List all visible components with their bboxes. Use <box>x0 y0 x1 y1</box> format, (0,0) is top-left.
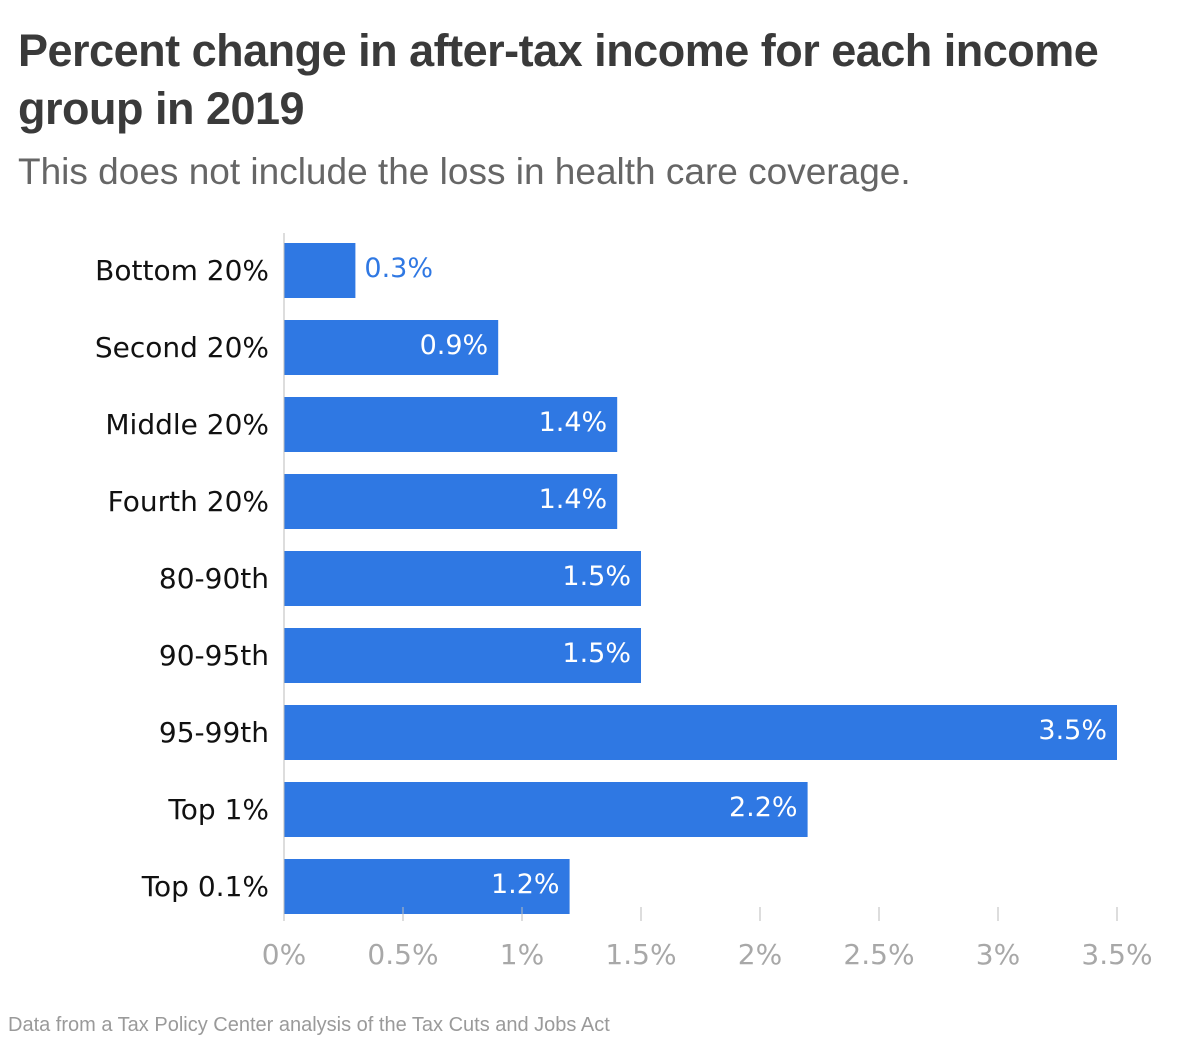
value-label: 1.5% <box>562 561 631 592</box>
category-label: 80-90th <box>159 562 269 595</box>
x-tick-label: 1.5% <box>605 938 676 971</box>
x-tick-label: 0% <box>262 938 306 971</box>
bar <box>284 320 499 375</box>
category-labels: Bottom 20% Second 20% Middle 20% Fourth 20%… <box>95 254 269 903</box>
category-label: 90-95th <box>159 639 269 672</box>
bar <box>284 628 641 683</box>
x-tick-label: 1% <box>500 938 544 971</box>
category-label: Fourth 20% <box>108 485 269 518</box>
bar <box>284 782 808 837</box>
category-label: 95-99th <box>159 716 269 749</box>
value-label: 1.2% <box>491 869 560 900</box>
bar <box>284 859 570 914</box>
chart-title: Percent change in after-tax income for e… <box>18 25 1099 134</box>
x-tick-label: 0.5% <box>367 938 438 971</box>
x-axis: 0% 0.5% 1% 1.5% 2% 2.5% 3% 3.5% <box>262 233 1153 971</box>
bar <box>284 397 618 452</box>
value-label: 0.3% <box>364 253 433 284</box>
value-label: 3.5% <box>1038 715 1107 746</box>
category-label: Bottom 20% <box>95 254 269 287</box>
value-label: 0.9% <box>420 330 489 361</box>
bar <box>284 474 618 529</box>
x-tick-label: 3.5% <box>1081 938 1152 971</box>
x-tick-label: 3% <box>976 938 1020 971</box>
x-tick-label: 2% <box>738 938 782 971</box>
category-label: Top 1% <box>167 793 269 826</box>
source-note: Data from a Tax Policy Center analysis o… <box>8 1014 610 1036</box>
bar <box>284 243 356 298</box>
category-label: Second 20% <box>95 331 269 364</box>
bars-layer: 0.3% 0.9% 1.4% 1.4% 1.5% 1.5% 3.5% 2.2% 1.2% <box>284 243 1117 914</box>
category-label: Middle 20% <box>105 408 269 441</box>
value-label: 2.2% <box>729 792 798 823</box>
value-label: 1.5% <box>562 638 631 669</box>
value-label: 1.4% <box>539 484 608 515</box>
x-tick-label: 2.5% <box>843 938 914 971</box>
chart-subtitle: This does not include the loss in health… <box>18 151 911 192</box>
bar <box>284 705 1117 760</box>
bar <box>284 551 641 606</box>
category-label: Top 0.1% <box>141 870 269 903</box>
value-label: 1.4% <box>539 407 608 438</box>
